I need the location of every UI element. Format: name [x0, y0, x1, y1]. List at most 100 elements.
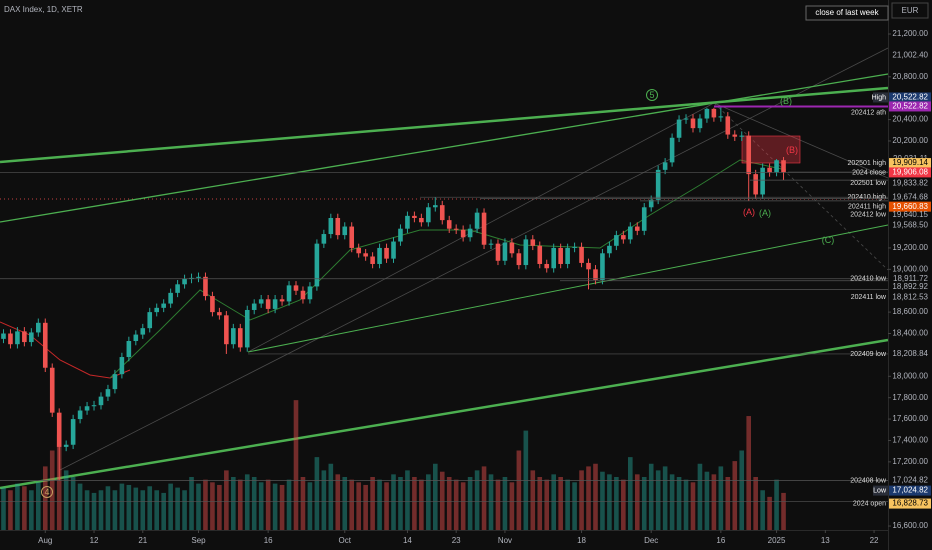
candle-body: [384, 247, 389, 259]
chart-title: DAX Index, 1D, XETR: [4, 5, 83, 14]
volume-bar: [697, 463, 703, 530]
price-label: 20,522.82: [892, 102, 928, 111]
level-name: 2024 open: [853, 500, 886, 507]
volume-bar: [119, 483, 125, 530]
candle-body: [767, 167, 772, 173]
candle-body: [196, 276, 201, 278]
level-name: 202411 high: [848, 203, 886, 210]
candle-body: [739, 135, 745, 137]
candle-body: [600, 253, 605, 281]
candle-body: [112, 374, 118, 390]
y-tick-label: 18,000.00: [892, 371, 928, 380]
candle-body: [342, 226, 348, 236]
candle-body: [725, 116, 731, 135]
volume-bar: [774, 479, 779, 530]
price-label: 20,522.82: [892, 93, 928, 102]
price-badge: [889, 498, 931, 509]
candle-body: [648, 199, 654, 208]
volume-bar: [453, 479, 459, 530]
volume-bar: [565, 479, 570, 530]
drawings: [0, 47, 889, 490]
candle-body: [760, 167, 765, 195]
volume-bar: [8, 490, 13, 530]
y-tick-label: 21,200.00: [892, 29, 928, 38]
candle-body: [614, 235, 619, 246]
candle-body: [495, 243, 501, 261]
x-tick-label: 22: [870, 536, 879, 545]
y-tick-label: 20,800.00: [892, 72, 928, 81]
volume-bar: [258, 482, 264, 530]
candle-body: [544, 263, 550, 269]
currency-box[interactable]: [891, 2, 929, 19]
x-tick-label: Dec: [644, 536, 658, 545]
volume-bar: [767, 496, 772, 530]
candle-body: [224, 315, 229, 345]
candle-body: [244, 309, 250, 348]
y-tick-label: 18,400.00: [892, 329, 928, 338]
candle-body: [42, 322, 48, 368]
volume-bar: [237, 479, 243, 530]
volume-bar: [328, 463, 334, 530]
candle-body: [140, 328, 146, 335]
price-badge: [889, 485, 931, 496]
x-tick-label: 14: [403, 536, 412, 545]
candle-body: [593, 269, 598, 281]
candle-body: [265, 299, 271, 309]
y-tick-label: 17,200.00: [892, 457, 928, 466]
trend-line: [713, 102, 889, 179]
candle-body: [453, 228, 459, 230]
volume-bar: [446, 477, 452, 530]
level-name: 202410 low: [850, 276, 887, 283]
volume-bar: [224, 470, 229, 530]
x-tick-label: 23: [452, 536, 461, 545]
wave-circle: [646, 89, 658, 101]
volume-bar: [189, 477, 194, 530]
volume-bar: [335, 474, 341, 530]
volume-bar: [251, 477, 257, 530]
candle-body: [537, 245, 543, 264]
price-badge: [889, 92, 931, 103]
volume-bar: [307, 482, 313, 530]
candle-body: [77, 410, 83, 420]
candle-body: [781, 160, 786, 173]
top-note[interactable]: close of last week: [815, 8, 879, 17]
volume-bar: [133, 487, 139, 530]
volume-bar: [182, 490, 187, 530]
volume-bar: [370, 477, 375, 530]
volume-bar: [1, 487, 6, 530]
candle-body: [321, 234, 327, 244]
candle-body: [621, 235, 626, 240]
volume-bar: [29, 490, 34, 530]
level-name: 202501 low: [850, 180, 887, 187]
currency[interactable]: EUR: [902, 6, 919, 15]
x-tick-label: 21: [138, 536, 147, 545]
price-badge: [889, 201, 931, 212]
x-tick-label: Aug: [38, 536, 52, 545]
trend-line: [713, 102, 889, 271]
volume-bar: [669, 474, 675, 530]
candle-body: [36, 322, 41, 333]
candle-body: [405, 215, 410, 229]
volume-bar: [509, 482, 515, 530]
candle-body: [237, 328, 243, 348]
volume-bar: [725, 477, 731, 530]
price-label: 16,828.73: [892, 499, 928, 508]
candle-body: [63, 444, 69, 447]
volume-bar: [15, 483, 20, 530]
price-label: 19,568.50: [892, 221, 928, 230]
volume-bar: [495, 479, 501, 530]
price-badge: [889, 167, 931, 178]
note-box[interactable]: [805, 5, 889, 21]
candle-body: [607, 245, 612, 254]
price-label: 18,892.92: [892, 282, 928, 291]
volume-bar: [217, 484, 222, 530]
price-badge: [889, 158, 931, 169]
volume-bar: [105, 486, 111, 530]
volume-bar: [314, 457, 320, 530]
volume-bar: [760, 490, 765, 530]
candle-body: [662, 162, 668, 170]
candle-body: [217, 312, 222, 316]
candle-body: [446, 220, 452, 229]
